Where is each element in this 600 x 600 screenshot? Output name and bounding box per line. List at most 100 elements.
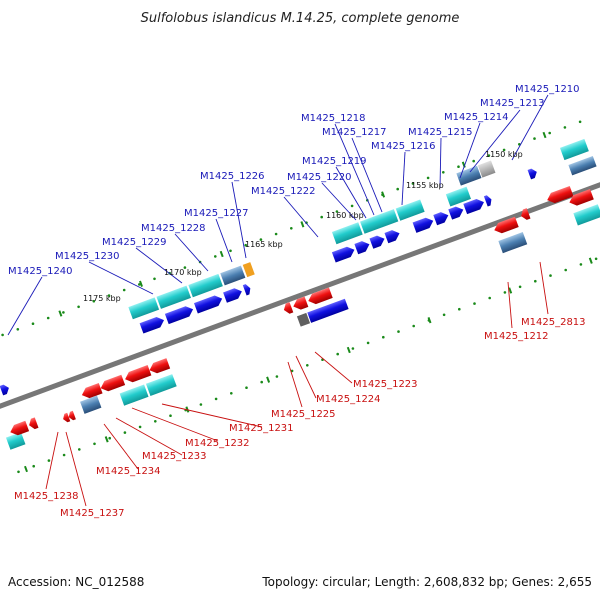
reverse-gene-arrow[interactable] [306, 287, 333, 307]
gene-block[interactable] [128, 297, 160, 320]
scale-dot [594, 257, 598, 261]
scale-label: 1155 kbp [406, 181, 444, 190]
gene-block[interactable] [445, 186, 471, 207]
forward-gene-arrow[interactable] [369, 234, 386, 249]
gene-block[interactable] [568, 156, 597, 176]
gene-block[interactable] [315, 242, 324, 253]
gene-label[interactable]: M1425_1220 [287, 172, 352, 183]
gene-block[interactable] [80, 395, 102, 414]
gene-label[interactable]: M1425_1226 [200, 171, 265, 182]
gene-block[interactable] [242, 262, 255, 278]
reverse-gene-arrow[interactable] [27, 417, 39, 430]
gene-features [0, 138, 600, 450]
gene-label[interactable]: M1425_1238 [14, 491, 79, 502]
gene-label[interactable]: M1425_1234 [96, 466, 161, 477]
gene-label[interactable]: M1425_1214 [444, 112, 509, 123]
gene-block[interactable] [395, 199, 425, 221]
forward-gene-arrow[interactable] [448, 204, 465, 220]
leader-line [459, 122, 481, 179]
gene-label[interactable]: M1425_1237 [60, 508, 125, 519]
gene-label[interactable]: M1425_2813 [521, 317, 586, 328]
gene-label[interactable]: M1425_1232 [185, 438, 250, 449]
gene-block[interactable] [498, 232, 528, 254]
scale-dot [502, 148, 506, 152]
forward-gene-arrow[interactable] [331, 245, 356, 263]
gene-label[interactable]: M1425_1219 [302, 156, 367, 167]
gene-label[interactable]: M1425_1229 [102, 237, 167, 248]
gene-block[interactable] [5, 432, 26, 450]
gene-block[interactable] [188, 273, 223, 298]
gene-block[interactable] [331, 222, 363, 245]
gene-label[interactable]: M1425_1210 [515, 84, 580, 95]
reverse-gene-arrow[interactable] [291, 296, 309, 311]
reverse-gene-arrow[interactable] [8, 420, 30, 438]
gene-label[interactable]: M1425_1224 [316, 394, 381, 405]
gene-block[interactable] [156, 285, 191, 309]
forward-gene-arrow[interactable] [0, 383, 11, 396]
gene-block[interactable] [119, 384, 149, 406]
gene-label[interactable]: M1425_1217 [322, 127, 387, 138]
gene-label[interactable]: M1425_1218 [301, 113, 366, 124]
gene-block[interactable] [456, 165, 482, 186]
reverse-gene-arrow[interactable] [282, 302, 294, 315]
scale-dot [458, 307, 461, 311]
forward-gene-arrow[interactable] [463, 197, 486, 215]
reverse-gene-arrow[interactable] [123, 365, 152, 384]
forward-gene-arrow[interactable] [139, 315, 166, 334]
label-leader-lines [7, 94, 549, 507]
gene-label[interactable]: M1425_1230 [55, 251, 120, 262]
gene-block[interactable] [220, 265, 246, 286]
reverse-gene-arrow[interactable] [492, 216, 519, 236]
scale-dot [335, 210, 339, 213]
gene-block[interactable] [477, 160, 496, 178]
gene-block[interactable] [360, 209, 399, 234]
scale-dot [336, 352, 340, 356]
forward-gene-arrow[interactable] [354, 239, 371, 255]
reverse-gene-arrow[interactable] [545, 185, 574, 205]
scale-dot [78, 448, 81, 451]
gene-label[interactable]: M1425_1212 [484, 331, 549, 342]
reverse-gene-arrow[interactable] [62, 412, 71, 424]
gene-label[interactable]: M1425_1231 [229, 423, 294, 434]
map-title: Sulfolobus islandicus M.14.25, complete … [141, 11, 460, 26]
reverse-gene-arrow[interactable] [148, 358, 171, 375]
forward-gene-arrow[interactable] [483, 194, 493, 207]
scale-dot [274, 232, 278, 236]
forward-gene-arrow[interactable] [223, 286, 244, 303]
scale-tick [300, 221, 305, 228]
forward-gene-arrow[interactable] [412, 216, 436, 233]
gene-label[interactable]: M1425_1222 [251, 186, 316, 197]
scale-dot [473, 302, 476, 305]
forward-gene-arrow[interactable] [433, 210, 450, 226]
scale-label: 1170 kbp [164, 268, 202, 277]
forward-gene-arrow[interactable] [384, 228, 401, 244]
reverse-gene-arrow[interactable] [519, 208, 531, 221]
gene-label[interactable]: M1425_1227 [184, 208, 249, 219]
gene-block[interactable] [307, 298, 349, 323]
gene-block[interactable] [573, 204, 600, 226]
scale-dot [244, 243, 247, 247]
reverse-gene-arrow[interactable] [67, 410, 76, 422]
forward-gene-arrow[interactable] [164, 304, 195, 325]
gene-block[interactable] [559, 138, 589, 161]
gene-label[interactable]: M1425_1233 [142, 451, 207, 462]
gene-label[interactable]: M1425_1228 [141, 223, 206, 234]
scale-dot [214, 255, 217, 258]
scale-dot [154, 420, 157, 423]
gene-label[interactable]: M1425_1215 [408, 127, 473, 138]
gene-label[interactable]: M1425_1240 [8, 266, 73, 277]
gene-block[interactable] [296, 312, 311, 327]
reverse-gene-arrow[interactable] [99, 374, 126, 394]
gene-label[interactable]: M1425_1216 [371, 141, 436, 152]
reverse-gene-arrow[interactable] [567, 189, 594, 208]
gene-block[interactable] [145, 374, 177, 396]
reverse-gene-arrow[interactable] [80, 383, 103, 400]
scale-tick [266, 376, 271, 383]
gene-label[interactable]: M1425_1223 [353, 379, 418, 390]
forward-gene-arrow[interactable] [193, 293, 224, 314]
scale-dot [487, 154, 491, 157]
gene-label[interactable]: M1425_1225 [271, 409, 336, 420]
forward-gene-arrow[interactable] [242, 283, 252, 296]
gene-label[interactable]: M1425_1213 [480, 98, 545, 109]
forward-gene-arrow[interactable] [527, 167, 539, 180]
